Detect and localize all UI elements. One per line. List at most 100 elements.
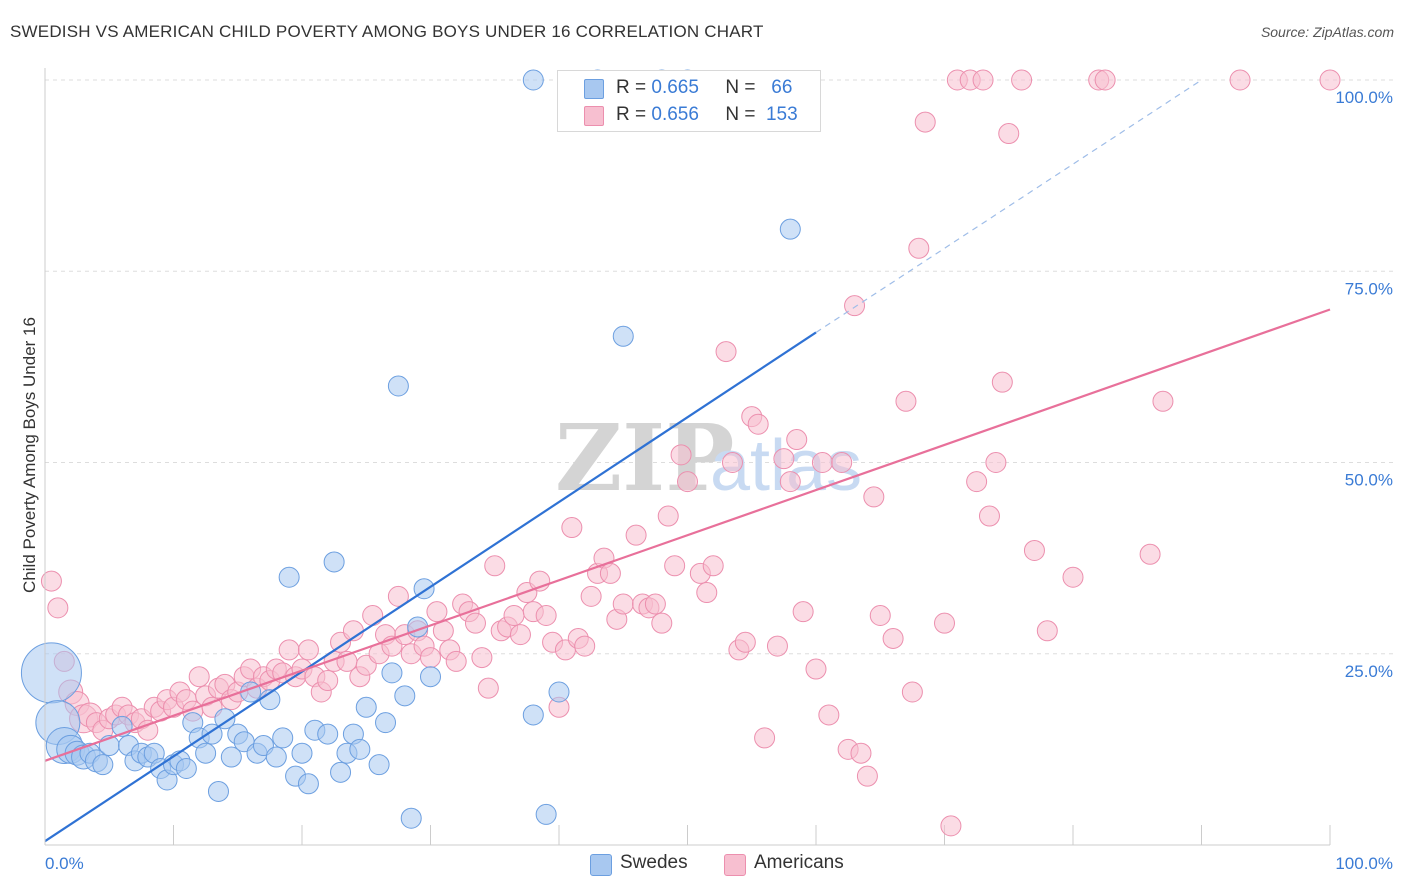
americans-point — [978, 505, 1000, 527]
americans-point — [831, 452, 853, 473]
r-label: R = — [616, 104, 652, 125]
americans-point — [863, 486, 885, 508]
swedes-legend-swatch — [590, 854, 612, 876]
n-value: 153 — [765, 104, 798, 125]
americans-point — [985, 452, 1007, 473]
americans-point — [908, 237, 930, 259]
americans-point — [1023, 539, 1045, 561]
americans-point — [811, 452, 833, 473]
americans-point — [40, 570, 62, 592]
swedes-point — [394, 685, 416, 707]
y-tick-label: 100.0% — [1335, 88, 1393, 107]
americans-point — [471, 647, 493, 669]
americans-point — [278, 639, 300, 661]
americans-point — [940, 815, 962, 837]
americans-point — [484, 555, 506, 577]
swedes-point — [548, 681, 570, 703]
americans-point — [818, 704, 840, 726]
americans-point — [914, 111, 936, 133]
americans-point — [297, 639, 319, 661]
swedes-point — [278, 566, 300, 588]
americans-point — [1036, 620, 1058, 642]
americans-point — [966, 471, 988, 493]
r-value: 0.665 — [651, 77, 699, 98]
source-label: Source: ZipAtlas.com — [1260, 24, 1394, 40]
swedes-point — [387, 375, 409, 397]
americans-point — [464, 612, 486, 634]
americans-point — [677, 471, 698, 493]
americans-point — [779, 471, 801, 493]
americans-point — [1319, 69, 1341, 91]
swedes-swatch — [584, 79, 604, 99]
n-label: N = — [725, 104, 761, 125]
swedes-point — [175, 758, 197, 779]
americans-point — [869, 605, 891, 626]
americans-point — [664, 555, 686, 577]
americans-point — [991, 371, 1013, 393]
swedes-point — [612, 325, 634, 347]
americans-point — [734, 631, 756, 653]
americans-point — [721, 452, 743, 473]
swedes-point — [355, 696, 377, 718]
americans-point — [362, 605, 384, 626]
grid: 25.0% 50.0% 75.0% 100.0% — [45, 79, 1395, 845]
americans-point — [670, 444, 692, 466]
swedes-point — [375, 712, 397, 734]
americans-point — [426, 601, 448, 623]
trend-extension-swedes — [815, 79, 1202, 333]
chart-title: SWEDISH VS AMERICAN CHILD POVERTY AMONG … — [10, 22, 764, 41]
swedes-point — [381, 662, 403, 684]
swedes-point — [522, 69, 544, 91]
americans-point — [477, 677, 499, 699]
swedes-point — [368, 754, 390, 776]
swedes-point — [323, 551, 345, 573]
americans-swatch — [584, 106, 604, 126]
americans-point — [503, 605, 525, 626]
americans-point — [137, 719, 159, 741]
americans-point — [882, 627, 904, 649]
americans-point — [612, 593, 634, 615]
americans-point — [644, 593, 666, 615]
watermark-zip: ZIP — [555, 404, 734, 512]
n-value: 66 — [771, 77, 793, 98]
americans-point — [850, 742, 872, 764]
americans-point — [657, 505, 679, 527]
americans-point — [844, 295, 866, 317]
swedes-point — [535, 803, 557, 825]
americans-legend-swatch — [724, 854, 746, 876]
swedes-point — [317, 723, 339, 745]
swedes-legend-label: Swedes — [620, 852, 688, 873]
americans-point — [535, 605, 557, 626]
swedes-point — [220, 746, 242, 768]
americans-point — [445, 650, 467, 672]
americans-point — [895, 390, 917, 412]
americans-point — [754, 727, 776, 749]
swedes-point — [195, 742, 217, 764]
americans-point — [856, 765, 878, 787]
americans-point — [1152, 390, 1174, 412]
americans-point — [805, 658, 827, 680]
y-tick-label: 50.0% — [1345, 471, 1393, 490]
americans-point — [747, 413, 769, 435]
n-label: N = — [725, 77, 761, 98]
americans-point — [1229, 69, 1251, 91]
swedes-point — [265, 746, 287, 768]
americans-point — [934, 612, 955, 634]
americans-point — [715, 341, 737, 363]
americans-point — [766, 635, 788, 657]
americans-point — [901, 681, 923, 703]
americans-point — [574, 635, 596, 657]
y-tick-label: 75.0% — [1345, 279, 1393, 298]
swedes-point — [400, 807, 422, 829]
americans-point — [580, 585, 602, 607]
americans-point — [599, 562, 621, 584]
americans-point — [188, 666, 210, 688]
swedes-point — [420, 666, 441, 688]
americans-point — [773, 448, 795, 470]
americans-legend-label: Americans — [754, 852, 844, 873]
americans-point — [1094, 69, 1116, 91]
americans-point — [998, 123, 1020, 145]
trend-line-americans — [44, 308, 1331, 762]
swedes-point — [291, 742, 313, 764]
